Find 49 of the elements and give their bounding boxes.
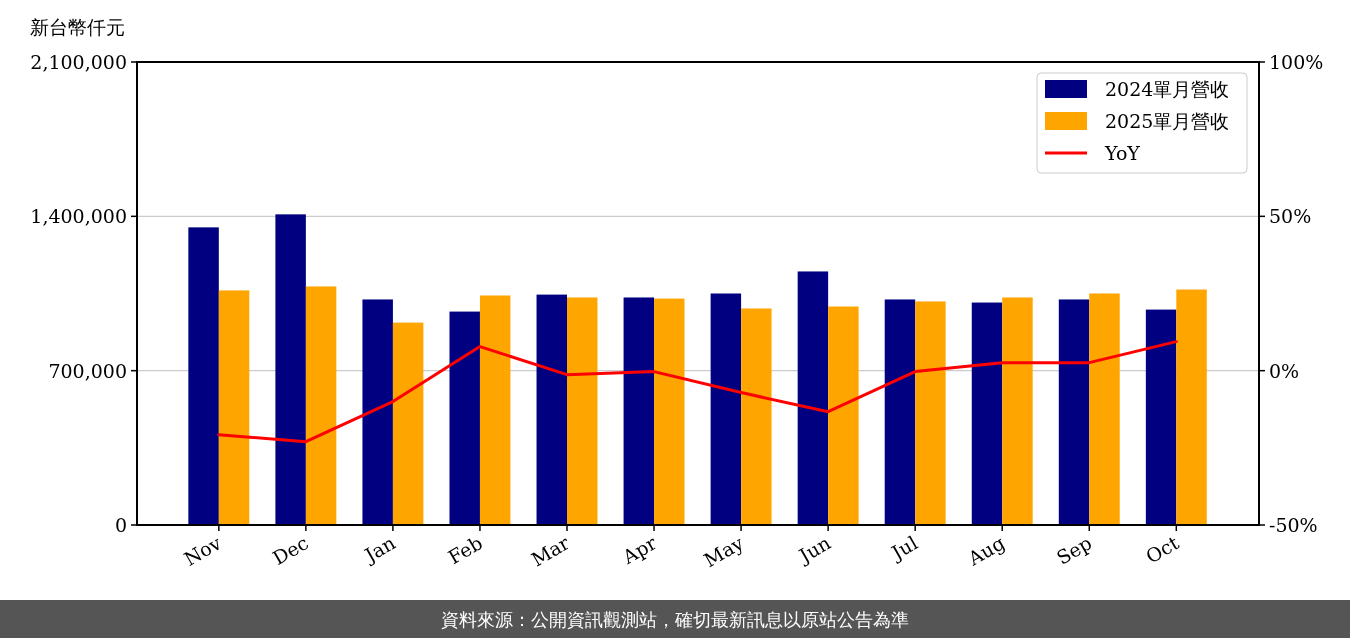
y-tick-label: 2,100,000 bbox=[30, 51, 127, 73]
x-tick-label: May bbox=[700, 531, 748, 572]
x-tick-label: Feb bbox=[444, 531, 486, 569]
bar bbox=[915, 301, 946, 525]
legend-label: YoY bbox=[1104, 142, 1141, 164]
y-axis-title: 新台幣仟元 bbox=[30, 16, 125, 38]
bar bbox=[623, 297, 655, 525]
bar bbox=[1058, 299, 1090, 525]
y-tick-label: 1,400,000 bbox=[30, 205, 127, 228]
x-tick-label: Dec bbox=[268, 531, 312, 570]
bar bbox=[1089, 293, 1120, 525]
x-tick-label: Jun bbox=[793, 531, 835, 568]
bar bbox=[710, 293, 742, 525]
source-note: 資料來源：公開資訊觀測站，確切最新訊息以原站公告為準 bbox=[441, 609, 909, 630]
x-tick-label: Oct bbox=[1141, 531, 1183, 568]
y2-tick-label: 0% bbox=[1269, 359, 1300, 382]
x-tick-label: Jul bbox=[885, 531, 922, 565]
bar bbox=[741, 308, 772, 525]
bar bbox=[884, 299, 916, 525]
bar bbox=[1002, 297, 1033, 525]
bar bbox=[218, 290, 250, 525]
y2-tick-label: 50% bbox=[1269, 205, 1312, 228]
bar bbox=[1145, 309, 1177, 525]
y2-tick-label: -50% bbox=[1269, 514, 1318, 536]
y2-tick-label: 100% bbox=[1269, 51, 1324, 73]
bar bbox=[449, 311, 480, 525]
bar bbox=[654, 298, 685, 525]
bar bbox=[971, 302, 1003, 525]
legend-label: 2025單月營收 bbox=[1105, 110, 1230, 132]
bar bbox=[188, 227, 219, 525]
bar bbox=[828, 306, 859, 525]
x-tick-label: Apr bbox=[617, 530, 661, 569]
x-tick-label: Mar bbox=[527, 530, 574, 571]
bar bbox=[1176, 289, 1207, 525]
bar bbox=[305, 286, 337, 525]
x-tick-label: Jan bbox=[359, 531, 399, 568]
y-tick-label: 700,000 bbox=[48, 359, 127, 382]
bar bbox=[392, 322, 424, 525]
bar bbox=[797, 271, 829, 525]
bar bbox=[362, 299, 393, 525]
y-tick-label: 0 bbox=[114, 514, 127, 536]
x-tick-label: Aug bbox=[963, 531, 1009, 571]
bar bbox=[536, 294, 567, 525]
x-tick-label: Sep bbox=[1052, 531, 1096, 569]
legend-label: 2024單月營收 bbox=[1105, 78, 1230, 100]
bar bbox=[479, 295, 511, 525]
x-tick-label: Nov bbox=[180, 531, 226, 570]
bar bbox=[275, 214, 306, 525]
bar bbox=[567, 297, 598, 525]
